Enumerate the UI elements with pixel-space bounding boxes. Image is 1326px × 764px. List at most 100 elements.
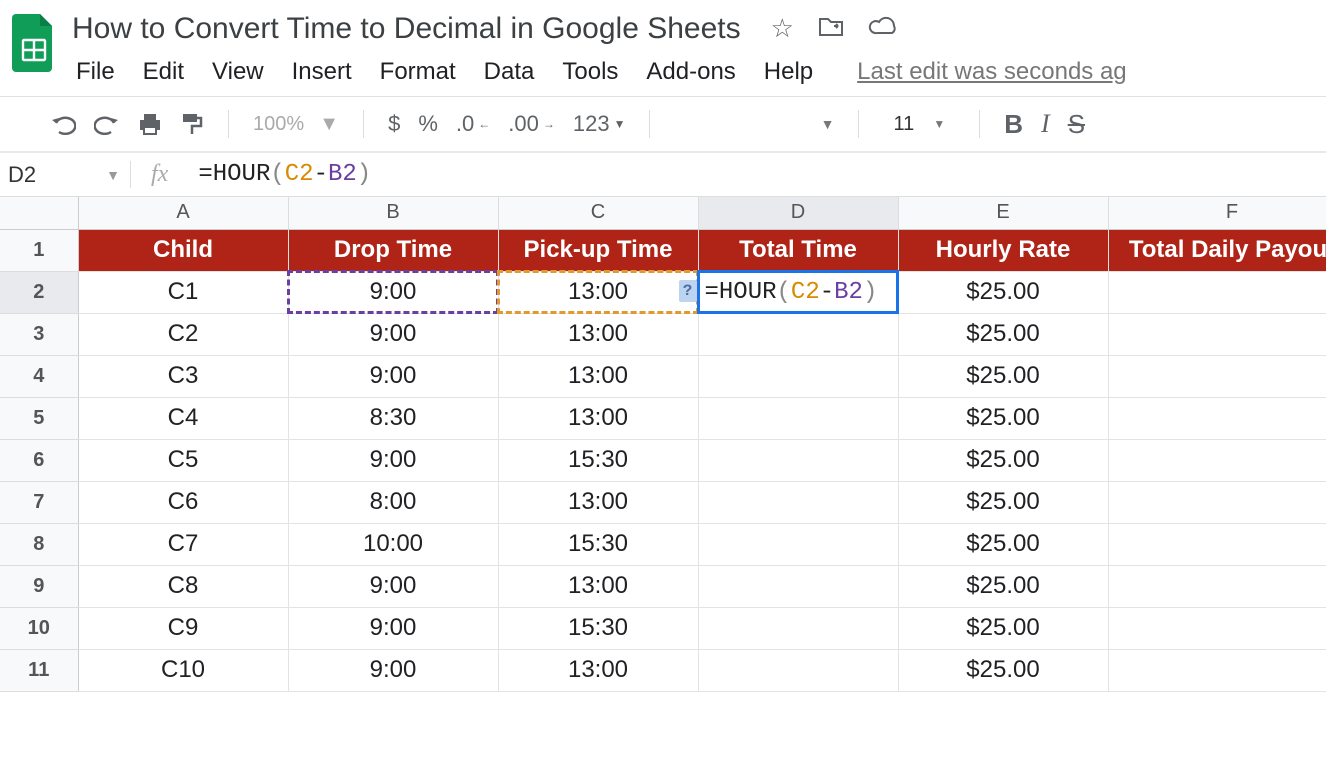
cell-A5[interactable]: C4: [78, 397, 288, 439]
document-title[interactable]: How to Convert Time to Decimal in Google…: [72, 8, 741, 48]
select-all-corner[interactable]: [0, 197, 78, 229]
menu-edit[interactable]: Edit: [143, 58, 184, 86]
star-icon[interactable]: ☆: [771, 13, 794, 44]
column-header-E[interactable]: E: [898, 197, 1108, 229]
cell-A9[interactable]: C8: [78, 565, 288, 607]
redo-icon[interactable]: [94, 113, 120, 135]
menu-view[interactable]: View: [212, 58, 264, 86]
formula-input[interactable]: =HOUR(C2-B2): [188, 161, 371, 188]
cell-C6[interactable]: 15:30: [498, 439, 698, 481]
cell-B5[interactable]: 8:30: [288, 397, 498, 439]
cell-D10[interactable]: [698, 607, 898, 649]
cell-E7[interactable]: $25.00: [898, 481, 1108, 523]
cell-B10[interactable]: 9:00: [288, 607, 498, 649]
cell-D7[interactable]: [698, 481, 898, 523]
cell-B2[interactable]: 9:00: [288, 271, 498, 313]
cell-C2[interactable]: 13:00: [498, 271, 698, 313]
cell-F2[interactable]: [1108, 271, 1326, 313]
cell-C9[interactable]: 13:00: [498, 565, 698, 607]
menu-data[interactable]: Data: [484, 58, 535, 86]
column-header-C[interactable]: C: [498, 197, 698, 229]
cell-A4[interactable]: C3: [78, 355, 288, 397]
format-123-dropdown[interactable]: 123▼: [573, 111, 626, 137]
column-header-F[interactable]: F: [1108, 197, 1326, 229]
cell-F8[interactable]: [1108, 523, 1326, 565]
cell-A10[interactable]: C9: [78, 607, 288, 649]
bold-button[interactable]: B: [1004, 109, 1023, 140]
cell-E6[interactable]: $25.00: [898, 439, 1108, 481]
menu-tools[interactable]: Tools: [562, 58, 618, 86]
cell-F10[interactable]: [1108, 607, 1326, 649]
undo-icon[interactable]: [50, 113, 76, 135]
column-header-B[interactable]: B: [288, 197, 498, 229]
font-dropdown[interactable]: ▼: [674, 116, 834, 132]
cell-A7[interactable]: C6: [78, 481, 288, 523]
cell-A6[interactable]: C5: [78, 439, 288, 481]
cell-B8[interactable]: 10:00: [288, 523, 498, 565]
menu-file[interactable]: File: [76, 58, 115, 86]
row-header-4[interactable]: 4: [0, 355, 78, 397]
cell-F9[interactable]: [1108, 565, 1326, 607]
format-percent[interactable]: %: [418, 111, 438, 137]
cell-E3[interactable]: $25.00: [898, 313, 1108, 355]
cell-E10[interactable]: $25.00: [898, 607, 1108, 649]
cell-C10[interactable]: 15:30: [498, 607, 698, 649]
increase-decimal[interactable]: .00→: [508, 111, 555, 137]
header-cell-D[interactable]: Total Time: [698, 229, 898, 271]
spreadsheet-grid[interactable]: ABCDEF1ChildDrop TimePick-up TimeTotal T…: [0, 197, 1326, 692]
cell-E8[interactable]: $25.00: [898, 523, 1108, 565]
column-header-D[interactable]: D: [698, 197, 898, 229]
menu-insert[interactable]: Insert: [292, 58, 352, 86]
row-header-5[interactable]: 5: [0, 397, 78, 439]
cell-D3[interactable]: [698, 313, 898, 355]
paint-format-icon[interactable]: [180, 112, 204, 136]
strikethrough-button[interactable]: S: [1068, 109, 1085, 140]
cell-D8[interactable]: [698, 523, 898, 565]
header-cell-A[interactable]: Child: [78, 229, 288, 271]
cell-A2[interactable]: C1: [78, 271, 288, 313]
zoom-dropdown[interactable]: 100% ▼: [253, 113, 339, 136]
row-header-7[interactable]: 7: [0, 481, 78, 523]
row-header-1[interactable]: 1: [0, 229, 78, 271]
format-currency[interactable]: $: [388, 111, 400, 137]
cell-E5[interactable]: $25.00: [898, 397, 1108, 439]
font-size-dropdown[interactable]: 11 ▼: [883, 113, 955, 136]
menu-format[interactable]: Format: [380, 58, 456, 86]
cell-F4[interactable]: [1108, 355, 1326, 397]
cell-F5[interactable]: [1108, 397, 1326, 439]
cell-F11[interactable]: [1108, 649, 1326, 691]
cell-A8[interactable]: C7: [78, 523, 288, 565]
cell-E4[interactable]: $25.00: [898, 355, 1108, 397]
cell-E11[interactable]: $25.00: [898, 649, 1108, 691]
cell-A3[interactable]: C2: [78, 313, 288, 355]
cloud-status-icon[interactable]: [868, 13, 898, 44]
header-cell-E[interactable]: Hourly Rate: [898, 229, 1108, 271]
cell-E2[interactable]: $25.00: [898, 271, 1108, 313]
cell-D4[interactable]: [698, 355, 898, 397]
move-icon[interactable]: [818, 13, 844, 44]
name-box[interactable]: D2 ▼: [0, 162, 130, 188]
formula-help-icon[interactable]: ?: [679, 280, 697, 302]
cell-F7[interactable]: [1108, 481, 1326, 523]
cell-C7[interactable]: 13:00: [498, 481, 698, 523]
row-header-11[interactable]: 11: [0, 649, 78, 691]
cell-B11[interactable]: 9:00: [288, 649, 498, 691]
cell-C8[interactable]: 15:30: [498, 523, 698, 565]
print-icon[interactable]: [138, 113, 162, 135]
cell-B3[interactable]: 9:00: [288, 313, 498, 355]
italic-button[interactable]: I: [1041, 109, 1050, 139]
cell-D2[interactable]: ?=HOUR(C2-B2): [698, 271, 898, 313]
cell-B9[interactable]: 9:00: [288, 565, 498, 607]
cell-D9[interactable]: [698, 565, 898, 607]
cell-F6[interactable]: [1108, 439, 1326, 481]
cell-C5[interactable]: 13:00: [498, 397, 698, 439]
column-header-A[interactable]: A: [78, 197, 288, 229]
row-header-9[interactable]: 9: [0, 565, 78, 607]
cell-A11[interactable]: C10: [78, 649, 288, 691]
row-header-2[interactable]: 2: [0, 271, 78, 313]
cell-C4[interactable]: 13:00: [498, 355, 698, 397]
menu-addons[interactable]: Add-ons: [646, 58, 735, 86]
header-cell-B[interactable]: Drop Time: [288, 229, 498, 271]
cell-D5[interactable]: [698, 397, 898, 439]
row-header-3[interactable]: 3: [0, 313, 78, 355]
